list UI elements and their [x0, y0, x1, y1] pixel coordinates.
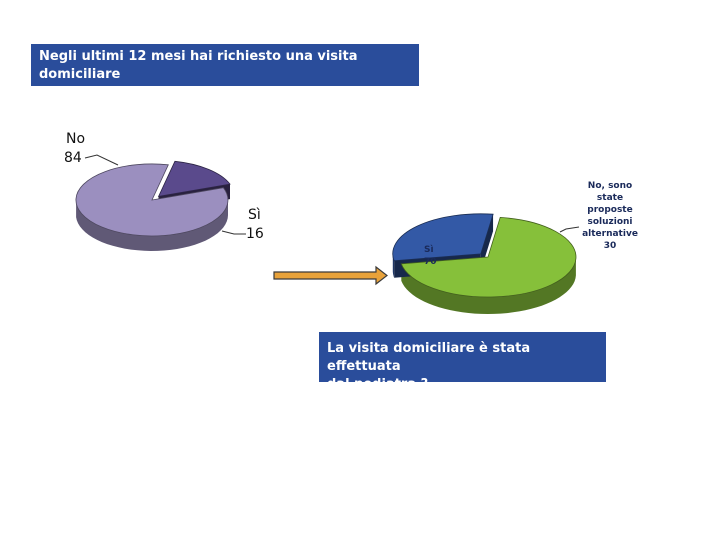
- pie1-leader-si: [221, 230, 246, 235]
- pie1-leader-no: [84, 154, 119, 166]
- pie1-label-no-value: 84: [64, 150, 82, 166]
- pie1-label-no-name: No: [66, 131, 85, 147]
- pie-slice-side: [401, 258, 576, 314]
- pie-chart-1: [75, 160, 231, 251]
- question-title-1: Negli ultimi 12 mesi hai richiesto una v…: [31, 44, 419, 100]
- question-title-2: La visita domiciliare è stata effettuata…: [319, 332, 606, 392]
- pie2-label-si-name: Sì: [424, 245, 434, 255]
- pie-slice: [400, 216, 577, 298]
- pie-slice-cut: [480, 214, 494, 271]
- pie-slice: [392, 213, 494, 262]
- pie2-label-no-value: 30: [604, 241, 617, 251]
- pie2-label-no-line: proposte: [587, 205, 632, 215]
- pie1-label-si-value: 16: [246, 226, 264, 242]
- pie2-label-no: No, sono state proposte soluzioni altern…: [582, 181, 638, 251]
- pie-slice-side: [76, 200, 228, 251]
- pie2-label-no-line: alternative: [582, 229, 638, 239]
- flow-arrow: [273, 265, 388, 286]
- pie-slice: [157, 160, 231, 197]
- pie2-label-si-value: 70: [424, 257, 437, 267]
- pie2-label-no-line: state: [597, 193, 623, 203]
- pie2-label-no-line: No, sono: [588, 181, 632, 191]
- pie2-label-no-line: soluzioni: [587, 217, 632, 227]
- arrow-shape: [273, 265, 388, 286]
- pie2-leader-no: [559, 226, 580, 233]
- pie-slice: [75, 163, 229, 237]
- pie-chart-2: [392, 213, 577, 314]
- pie1-label-si-name: Sì: [248, 207, 261, 223]
